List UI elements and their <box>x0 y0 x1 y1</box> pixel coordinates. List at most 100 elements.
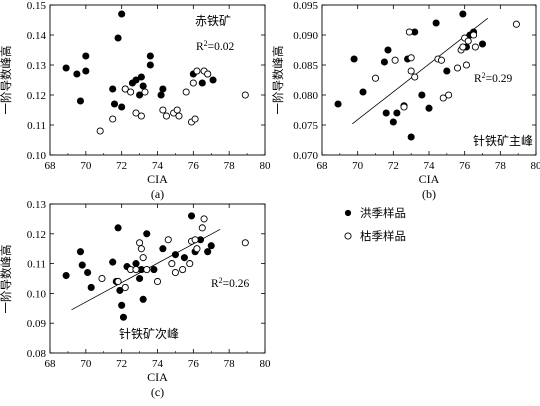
data-point-open <box>470 32 476 38</box>
data-point-open <box>438 57 444 63</box>
data-point-filled <box>383 110 389 116</box>
x-tick-label: 80 <box>531 160 540 172</box>
panel-label: (c) <box>151 385 164 399</box>
data-point-open <box>242 92 248 98</box>
data-point-open <box>97 128 103 134</box>
x-tick-label: 70 <box>80 160 92 172</box>
data-point-filled <box>433 20 439 26</box>
legend-label-dry: 枯季样品 <box>360 229 406 243</box>
data-point-filled <box>419 92 425 98</box>
data-point-filled <box>385 47 391 53</box>
data-point-open <box>160 107 166 113</box>
series-dry <box>372 21 519 110</box>
data-point-filled <box>188 213 194 219</box>
data-point-open <box>133 266 139 272</box>
data-point-filled <box>110 259 116 265</box>
data-point-open <box>174 107 180 113</box>
x-tick-label: 72 <box>116 160 127 172</box>
data-point-open <box>192 237 198 243</box>
data-point-open <box>122 284 128 290</box>
data-point-open <box>183 89 189 95</box>
y-tick-label: 0.090 <box>293 30 318 42</box>
x-tick-label: 78 <box>495 160 507 172</box>
data-point-open <box>138 246 144 252</box>
y-tick-label: 0.09 <box>27 318 47 330</box>
data-point-open <box>454 65 460 71</box>
r-squared-label: R2=0.29 <box>474 71 513 86</box>
x-axis-label: CIA <box>419 172 440 186</box>
data-point-filled <box>351 56 357 62</box>
data-point-filled <box>381 59 387 65</box>
data-point-open <box>446 92 452 98</box>
data-point-open <box>199 225 205 231</box>
data-point-filled <box>360 89 366 95</box>
data-point-filled <box>77 249 83 255</box>
data-point-filled <box>151 266 157 272</box>
y-tick-label: 0.11 <box>27 120 46 132</box>
x-tick-label: 68 <box>317 160 329 172</box>
data-point-filled <box>111 101 117 107</box>
data-point-filled <box>160 86 166 92</box>
data-point-open <box>408 55 414 61</box>
y-tick-label: 0.13 <box>27 199 47 211</box>
data-point-open <box>128 89 134 95</box>
data-point-open <box>465 38 471 44</box>
data-point-open <box>392 57 398 63</box>
data-point-open <box>169 261 175 267</box>
data-point-filled <box>88 284 94 290</box>
x-tick-label: 68 <box>45 160 57 172</box>
data-point-filled <box>460 11 466 17</box>
data-point-filled <box>138 74 144 80</box>
data-point-open <box>194 246 200 252</box>
data-point-open <box>187 261 193 267</box>
data-point-filled <box>210 77 216 83</box>
data-point-open <box>460 44 466 50</box>
y-tick-label: 0.10 <box>27 288 47 300</box>
y-tick-label: 0.085 <box>293 60 318 72</box>
x-tick-label: 74 <box>152 160 164 172</box>
y-tick-label: 0.14 <box>27 30 47 42</box>
data-point-filled <box>63 65 69 71</box>
series-dry <box>97 68 248 134</box>
data-point-open <box>406 29 412 35</box>
data-point-open <box>179 266 185 272</box>
x-tick-label: 72 <box>388 160 399 172</box>
y-axis-label: 一阶导数峰高 <box>0 245 13 314</box>
y-axis-label: 一阶导数峰高 <box>271 46 285 115</box>
x-tick-label: 76 <box>188 160 200 172</box>
data-point-open <box>176 113 182 119</box>
data-point-filled <box>158 92 164 98</box>
data-point-filled <box>144 231 150 237</box>
r-squared-label: R2=0.26 <box>211 276 250 291</box>
data-point-open <box>192 116 198 122</box>
data-point-filled <box>205 249 211 255</box>
legend-marker-filled <box>345 210 351 216</box>
x-tick-label: 70 <box>352 160 364 172</box>
data-point-filled <box>390 119 396 125</box>
data-point-filled <box>63 272 69 278</box>
data-point-open <box>472 44 478 50</box>
legend: 洪季样品 枯季样品 <box>345 206 406 243</box>
x-tick-label: 68 <box>45 358 57 370</box>
data-point-open <box>142 89 148 95</box>
data-point-open <box>201 216 207 222</box>
data-point-filled <box>74 71 80 77</box>
panel-title: 针铁矿次峰 <box>119 326 179 341</box>
data-point-open <box>408 68 414 74</box>
y-tick-label: 0.11 <box>27 259 46 271</box>
x-tick-label: 80 <box>260 160 272 172</box>
data-point-open <box>401 104 407 110</box>
data-point-open <box>110 116 116 122</box>
y-tick-label: 0.075 <box>293 120 318 132</box>
y-axis-label: 一阶导数峰高 <box>0 46 13 115</box>
data-point-filled <box>199 80 205 86</box>
panel-label: (b) <box>422 187 436 201</box>
data-point-open <box>154 278 160 284</box>
legend-label-flood: 洪季样品 <box>360 206 406 220</box>
data-point-open <box>242 240 248 246</box>
data-point-filled <box>147 62 153 68</box>
data-point-filled <box>79 262 85 268</box>
data-point-open <box>172 269 178 275</box>
